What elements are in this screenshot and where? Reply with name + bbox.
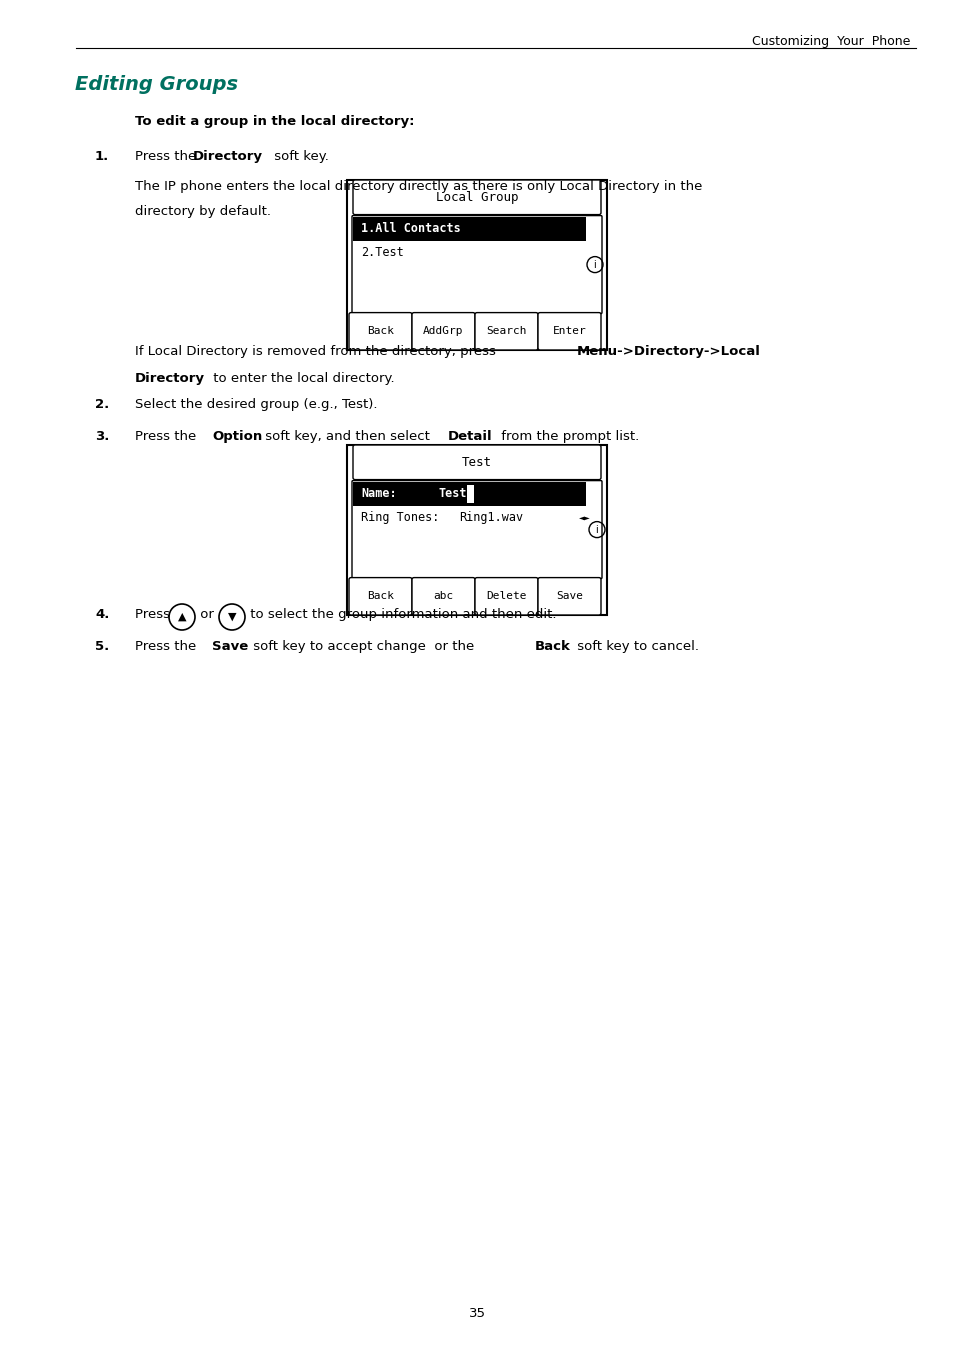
Text: Editing Groups: Editing Groups [75, 76, 238, 95]
Text: Select the desired group (e.g., Test).: Select the desired group (e.g., Test). [135, 398, 377, 410]
Text: ▼: ▼ [228, 612, 236, 622]
Text: soft key, and then select: soft key, and then select [261, 431, 434, 443]
Text: Back: Back [535, 640, 570, 653]
Text: Ring1.wav: Ring1.wav [458, 512, 522, 524]
Bar [353, 216, 585, 240]
Text: soft key to cancel.: soft key to cancel. [573, 640, 699, 653]
Text: Press the: Press the [135, 640, 200, 653]
Text: Detail: Detail [448, 431, 492, 443]
Text: If Local Directory is removed from the directory, press: If Local Directory is removed from the d… [135, 346, 499, 358]
Text: Save: Save [212, 640, 248, 653]
Text: 35: 35 [468, 1307, 485, 1320]
Text: 1.: 1. [95, 150, 110, 163]
Text: Test: Test [461, 456, 492, 468]
Text: Option: Option [212, 431, 262, 443]
Text: soft key.: soft key. [270, 150, 329, 163]
Text: Menu->Directory->Local: Menu->Directory->Local [577, 346, 760, 358]
Text: to select the group information and then edit.: to select the group information and then… [246, 608, 556, 621]
Text: Name:: Name: [360, 487, 396, 500]
FancyBboxPatch shape [475, 313, 537, 350]
Text: Press the: Press the [135, 150, 200, 163]
FancyBboxPatch shape [349, 578, 412, 616]
Text: Customizing  Your  Phone: Customizing Your Phone [751, 35, 909, 49]
Bar [353, 482, 585, 506]
Text: Delete: Delete [486, 591, 526, 601]
FancyBboxPatch shape [352, 216, 601, 313]
Text: 5.: 5. [95, 640, 110, 653]
Text: 2.: 2. [95, 398, 110, 410]
Text: 4.: 4. [95, 608, 110, 621]
Text: ◄►: ◄► [578, 513, 590, 522]
FancyBboxPatch shape [412, 578, 475, 616]
Text: Local Group: Local Group [436, 190, 517, 204]
Text: i: i [593, 259, 596, 270]
Text: 2.Test: 2.Test [360, 246, 403, 259]
Text: i: i [595, 525, 598, 535]
Text: Save: Save [556, 591, 582, 601]
Text: soft key to accept change  or the: soft key to accept change or the [249, 640, 478, 653]
Text: abc: abc [433, 591, 453, 601]
Text: 1.All Contacts: 1.All Contacts [360, 223, 460, 235]
FancyBboxPatch shape [352, 481, 601, 579]
FancyBboxPatch shape [537, 313, 600, 350]
Text: Press: Press [135, 608, 174, 621]
Text: Back: Back [367, 327, 394, 336]
Text: or: or [195, 608, 218, 621]
FancyBboxPatch shape [353, 180, 600, 215]
Bar [467, 485, 473, 502]
Text: Enter: Enter [552, 327, 586, 336]
Text: Directory: Directory [193, 150, 263, 163]
FancyBboxPatch shape [347, 180, 606, 350]
Text: to enter the local directory.: to enter the local directory. [209, 373, 395, 385]
Text: Ring Tones:: Ring Tones: [360, 512, 439, 524]
Text: 3.: 3. [95, 431, 110, 443]
Text: To edit a group in the local directory:: To edit a group in the local directory: [135, 115, 414, 128]
Text: AddGrp: AddGrp [423, 327, 463, 336]
FancyBboxPatch shape [475, 578, 537, 616]
Text: Directory: Directory [135, 373, 205, 385]
Text: Press the: Press the [135, 431, 200, 443]
Text: Search: Search [486, 327, 526, 336]
FancyBboxPatch shape [412, 313, 475, 350]
Text: ▲: ▲ [177, 612, 186, 622]
FancyBboxPatch shape [347, 446, 606, 616]
Text: directory by default.: directory by default. [135, 205, 271, 217]
FancyBboxPatch shape [353, 446, 600, 479]
Text: The IP phone enters the local directory directly as there is only Local Director: The IP phone enters the local directory … [135, 180, 701, 193]
FancyBboxPatch shape [537, 578, 600, 616]
Text: Test: Test [438, 487, 467, 500]
Text: from the prompt list.: from the prompt list. [497, 431, 639, 443]
Text: Back: Back [367, 591, 394, 601]
FancyBboxPatch shape [349, 313, 412, 350]
